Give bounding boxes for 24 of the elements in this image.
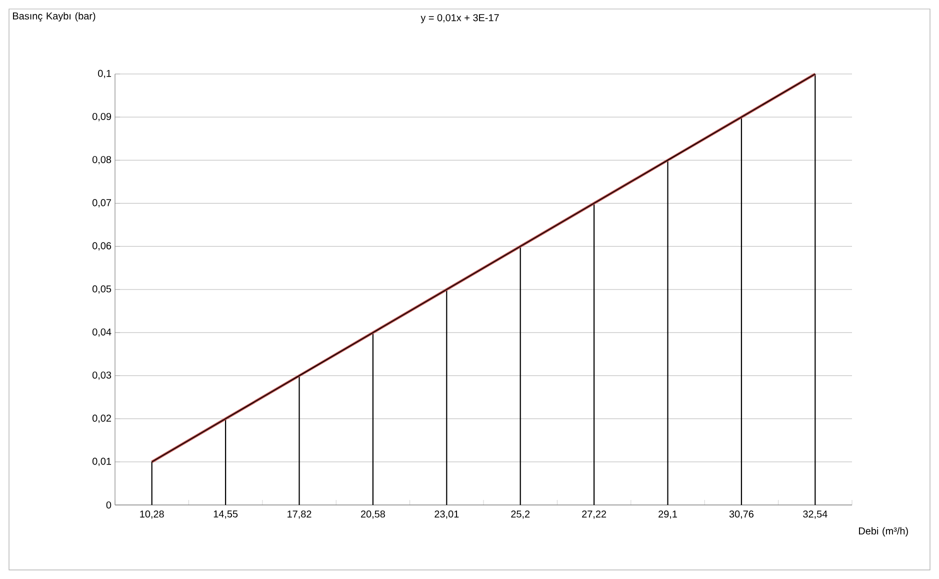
y-tick-label: 0,02: [92, 414, 111, 423]
x-tick-label: 29,1: [658, 510, 677, 519]
y-tick-label: 0,1: [98, 70, 112, 78]
x-axis-title: Debi (m³/h): [859, 527, 908, 536]
x-tick-label: 17,82: [288, 510, 312, 519]
x-tick-label: 25,2: [511, 510, 530, 519]
y-axis-title: Basınç Kaybı (bar): [13, 12, 96, 22]
y-tick-label: 0,04: [92, 328, 112, 337]
y-tick-label: 0: [106, 501, 112, 509]
x-tick-label: 20,58: [360, 510, 385, 519]
y-tick-label: 0,07: [92, 199, 111, 208]
x-tick-label: 10,28: [140, 510, 164, 519]
x-tick-label: 27,22: [582, 510, 606, 519]
x-tick-label: 32,54: [803, 510, 828, 519]
y-tick-label: 0,05: [92, 285, 112, 294]
x-tick-label: 23,01: [434, 510, 459, 519]
y-tick-label: 0,01: [92, 458, 112, 466]
y-tick-label: 0,06: [92, 242, 112, 251]
y-tick-label: 0,03: [92, 372, 112, 380]
y-tick-label: 0,08: [92, 156, 112, 164]
x-tick-label: 30,76: [729, 510, 754, 519]
y-tick-label: 0,09: [92, 112, 112, 122]
x-tick-label: 14,55: [214, 510, 238, 519]
text: y = 0,01x + 3E-17: [420, 14, 499, 24]
